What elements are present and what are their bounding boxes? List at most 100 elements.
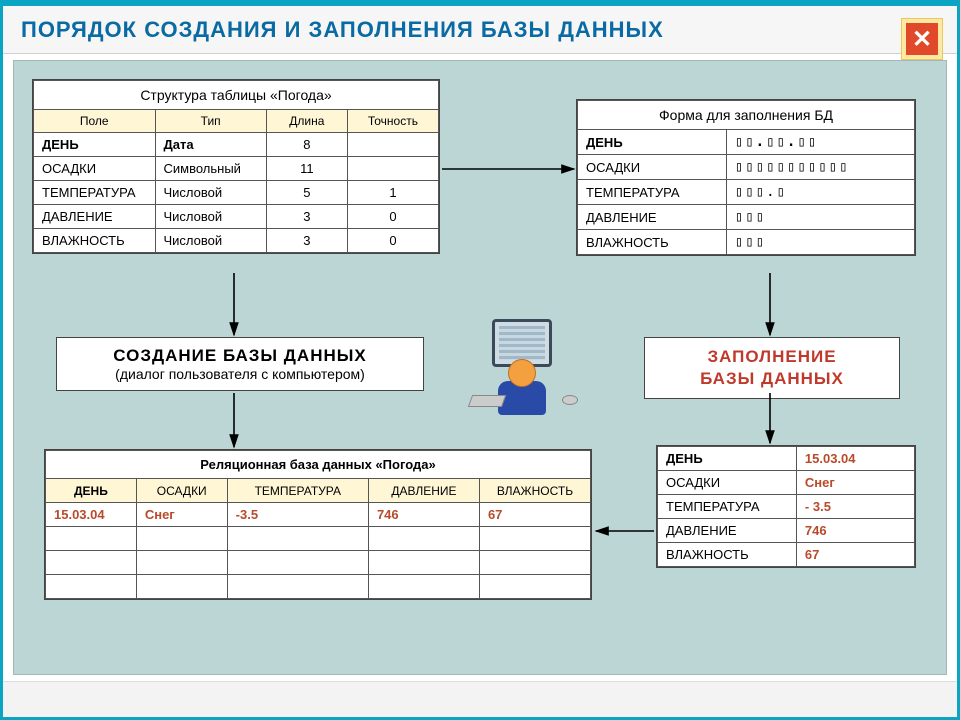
record-row: ОСАДКИСнег bbox=[658, 471, 915, 495]
record-label: ОСАДКИ bbox=[658, 471, 797, 495]
structure-cell: 0 bbox=[347, 229, 438, 253]
structure-cell: 3 bbox=[266, 205, 347, 229]
record-label: ВЛАЖНОСТЬ bbox=[658, 543, 797, 567]
rel-empty-cell bbox=[46, 575, 137, 599]
rel-cell: -3.5 bbox=[227, 503, 368, 527]
rel-empty-cell bbox=[368, 575, 479, 599]
structure-cell: Дата bbox=[155, 133, 266, 157]
col-precision: Точность bbox=[347, 110, 438, 133]
rel-caption: Реляционная база данных «Погода» bbox=[46, 451, 591, 479]
rel-empty-cell bbox=[46, 551, 137, 575]
structure-cell: ДАВЛЕНИЕ bbox=[34, 205, 156, 229]
structure-row: ТЕМПЕРАТУРАЧисловой51 bbox=[34, 181, 439, 205]
rel-empty-cell bbox=[479, 575, 590, 599]
rel-empty-cell bbox=[46, 527, 137, 551]
form-row: ДЕНЬ▯▯.▯▯.▯▯ bbox=[578, 130, 915, 155]
form-row: ОСАДКИ▯▯▯▯▯▯▯▯▯▯▯ bbox=[578, 155, 915, 180]
structure-table-panel: Структура таблицы «Погода» Поле Тип Длин… bbox=[32, 79, 440, 254]
rel-col-press: ДАВЛЕНИЕ bbox=[368, 479, 479, 503]
close-icon: ✕ bbox=[906, 23, 938, 55]
form-row: ТЕМПЕРАТУРА▯▯▯.▯ bbox=[578, 180, 915, 205]
rel-cell: 746 bbox=[368, 503, 479, 527]
label-create-line1: СОЗДАНИЕ БАЗЫ ДАННЫХ bbox=[71, 346, 409, 366]
form-field-label: ОСАДКИ bbox=[578, 155, 727, 180]
form-field-label: ДАВЛЕНИЕ bbox=[578, 205, 727, 230]
rel-empty-cell bbox=[136, 551, 227, 575]
record-row: ВЛАЖНОСТЬ67 bbox=[658, 543, 915, 567]
structure-cell: ДЕНЬ bbox=[34, 133, 156, 157]
rel-empty-cell bbox=[368, 527, 479, 551]
col-type: Тип bbox=[155, 110, 266, 133]
structure-caption: Структура таблицы «Погода» bbox=[34, 81, 439, 110]
record-value: 746 bbox=[796, 519, 914, 543]
rel-empty-cell bbox=[227, 527, 368, 551]
structure-cell: 11 bbox=[266, 157, 347, 181]
footer-bar bbox=[3, 681, 957, 717]
structure-cell: ТЕМПЕРАТУРА bbox=[34, 181, 156, 205]
page: ПОРЯДОК СОЗДАНИЯ И ЗАПОЛНЕНИЯ БАЗЫ ДАННЫ… bbox=[0, 0, 960, 720]
structure-row: ОСАДКИСимвольный11 bbox=[34, 157, 439, 181]
rel-data-row: 15.03.04Снег-3.574667 bbox=[46, 503, 591, 527]
rel-empty-cell bbox=[479, 527, 590, 551]
rel-cell: Снег bbox=[136, 503, 227, 527]
record-label: ДЕНЬ bbox=[658, 447, 797, 471]
structure-cell: Числовой bbox=[155, 205, 266, 229]
structure-row: ДЕНЬДата8 bbox=[34, 133, 439, 157]
structure-cell bbox=[347, 157, 438, 181]
structure-cell: 5 bbox=[266, 181, 347, 205]
rel-empty-cell bbox=[227, 551, 368, 575]
rel-empty-cell bbox=[136, 575, 227, 599]
record-row: ДАВЛЕНИЕ746 bbox=[658, 519, 915, 543]
record-value: Снег bbox=[796, 471, 914, 495]
record-value: 67 bbox=[796, 543, 914, 567]
rel-empty-row bbox=[46, 527, 591, 551]
form-table-panel: Форма для заполнения БД ДЕНЬ▯▯.▯▯.▯▯ОСАД… bbox=[576, 99, 916, 256]
relational-table: Реляционная база данных «Погода» ДЕНЬ ОС… bbox=[45, 450, 591, 599]
record-value: 15.03.04 bbox=[796, 447, 914, 471]
structure-cell bbox=[347, 133, 438, 157]
record-value: - 3.5 bbox=[796, 495, 914, 519]
form-row: ВЛАЖНОСТЬ▯▯▯ bbox=[578, 230, 915, 255]
structure-cell: Числовой bbox=[155, 181, 266, 205]
form-field-label: ДЕНЬ bbox=[578, 130, 727, 155]
structure-cell: 1 bbox=[347, 181, 438, 205]
structure-cell: Числовой bbox=[155, 229, 266, 253]
col-field: Поле bbox=[34, 110, 156, 133]
rel-empty-row bbox=[46, 551, 591, 575]
page-title: ПОРЯДОК СОЗДАНИЯ И ЗАПОЛНЕНИЯ БАЗЫ ДАННЫ… bbox=[21, 17, 664, 43]
rel-empty-cell bbox=[368, 551, 479, 575]
form-field-label: ТЕМПЕРАТУРА bbox=[578, 180, 727, 205]
form-caption: Форма для заполнения БД bbox=[578, 101, 915, 130]
record-row: ТЕМПЕРАТУРА- 3.5 bbox=[658, 495, 915, 519]
structure-cell: ОСАДКИ bbox=[34, 157, 156, 181]
relational-table-panel: Реляционная база данных «Погода» ДЕНЬ ОС… bbox=[44, 449, 592, 600]
col-length: Длина bbox=[266, 110, 347, 133]
structure-row: ВЛАЖНОСТЬЧисловой30 bbox=[34, 229, 439, 253]
form-field-mask: ▯▯▯ bbox=[726, 230, 914, 255]
form-row: ДАВЛЕНИЕ▯▯▯ bbox=[578, 205, 915, 230]
label-create-line2: (диалог пользователя с компьютером) bbox=[71, 366, 409, 382]
form-field-mask: ▯▯▯ bbox=[726, 205, 914, 230]
form-field-mask: ▯▯.▯▯.▯▯ bbox=[726, 130, 914, 155]
record-label: ДАВЛЕНИЕ bbox=[658, 519, 797, 543]
label-fill-line2: БАЗЫ ДАННЫХ bbox=[659, 368, 885, 390]
form-field-mask: ▯▯▯.▯ bbox=[726, 180, 914, 205]
rel-cell: 15.03.04 bbox=[46, 503, 137, 527]
form-table: Форма для заполнения БД ДЕНЬ▯▯.▯▯.▯▯ОСАД… bbox=[577, 100, 915, 255]
record-label: ТЕМПЕРАТУРА bbox=[658, 495, 797, 519]
structure-cell: ВЛАЖНОСТЬ bbox=[34, 229, 156, 253]
structure-table: Структура таблицы «Погода» Поле Тип Длин… bbox=[33, 80, 439, 253]
rel-empty-cell bbox=[227, 575, 368, 599]
structure-cell: 0 bbox=[347, 205, 438, 229]
rel-col-hum: ВЛАЖНОСТЬ bbox=[479, 479, 590, 503]
structure-cell: 3 bbox=[266, 229, 347, 253]
label-fill-line1: ЗАПОЛНЕНИЕ bbox=[659, 346, 885, 368]
label-create: СОЗДАНИЕ БАЗЫ ДАННЫХ (диалог пользовател… bbox=[56, 337, 424, 391]
structure-row: ДАВЛЕНИЕЧисловой30 bbox=[34, 205, 439, 229]
rel-cell: 67 bbox=[479, 503, 590, 527]
structure-cell: 8 bbox=[266, 133, 347, 157]
rel-empty-cell bbox=[479, 551, 590, 575]
record-table: ДЕНЬ15.03.04ОСАДКИСнегТЕМПЕРАТУРА- 3.5ДА… bbox=[657, 446, 915, 567]
form-field-mask: ▯▯▯▯▯▯▯▯▯▯▯ bbox=[726, 155, 914, 180]
close-button[interactable]: ✕ bbox=[901, 18, 943, 60]
